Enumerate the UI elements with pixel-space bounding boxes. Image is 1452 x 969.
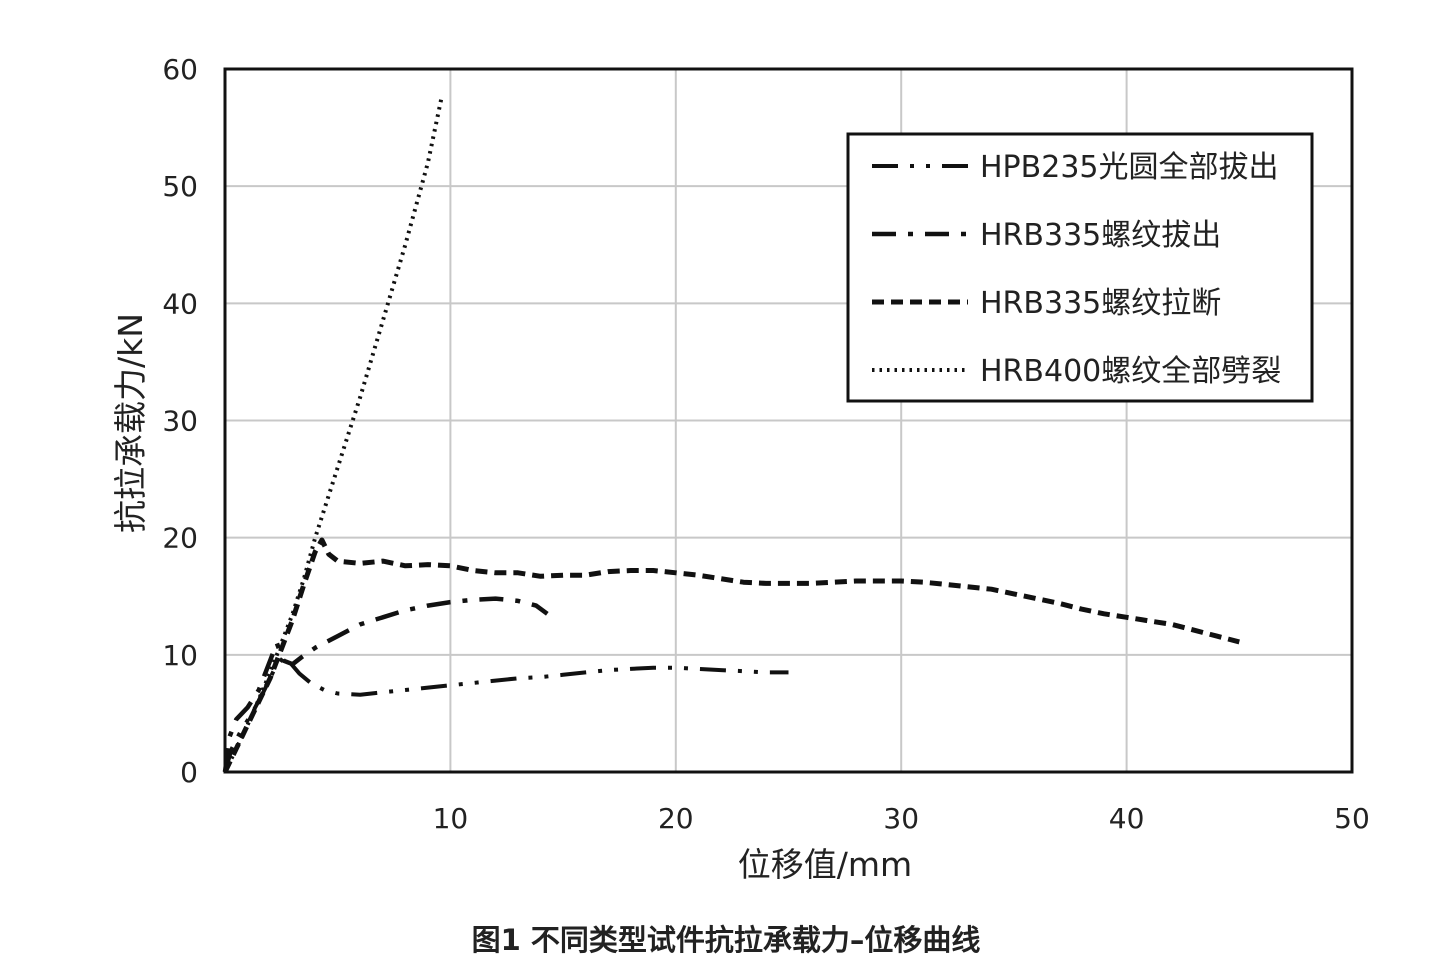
y-tick-label: 30 <box>162 405 198 438</box>
series-line-1 <box>223 655 789 773</box>
series-line-2 <box>222 596 549 773</box>
y-axis-title: 抗拉承载力/kN <box>111 313 150 533</box>
legend-label-4: HRB400螺纹全部劈裂 <box>980 354 1281 389</box>
figure-caption: 图1 不同类型试件抗拉承载力–位移曲线 <box>471 923 981 957</box>
y-tick-label: 40 <box>162 287 198 320</box>
x-tick-label: 10 <box>433 802 469 835</box>
legend-items: HPB235光圆全部拔出 HRB335螺纹拔出 HRB335螺纹拉断 HRB400螺纹… <box>872 150 1281 389</box>
y-tick-labels: 0 10 20 30 40 50 60 <box>162 53 198 789</box>
series-line-3 <box>222 537 1240 774</box>
legend-label-1: HPB235光圆全部拔出 <box>980 150 1279 185</box>
y-tick-label: 60 <box>162 53 198 86</box>
y-tick-label: 50 <box>162 170 198 203</box>
y-tick-label: 10 <box>162 639 198 672</box>
series-line-4 <box>223 97 444 773</box>
x-tick-label: 20 <box>658 802 694 835</box>
legend-label-3: HRB335螺纹拉断 <box>980 286 1221 321</box>
x-axis-title: 位移值/mm <box>738 845 912 884</box>
x-tick-label: 50 <box>1334 802 1370 835</box>
x-tick-label: 30 <box>883 802 919 835</box>
x-tick-label: 40 <box>1109 802 1145 835</box>
x-tick-labels: 10 20 30 40 50 <box>433 802 1370 835</box>
series-lines <box>222 97 1240 774</box>
legend-label-2: HRB335螺纹拔出 <box>980 218 1221 253</box>
legend-box <box>846 132 1314 403</box>
y-tick-label: 20 <box>162 522 198 555</box>
legend: HPB235光圆全部拔出 HRB335螺纹拔出 HRB335螺纹拉断 HRB400螺纹… <box>846 132 1314 403</box>
y-tick-label: 0 <box>180 756 198 789</box>
plot-area-frame <box>223 67 1354 774</box>
